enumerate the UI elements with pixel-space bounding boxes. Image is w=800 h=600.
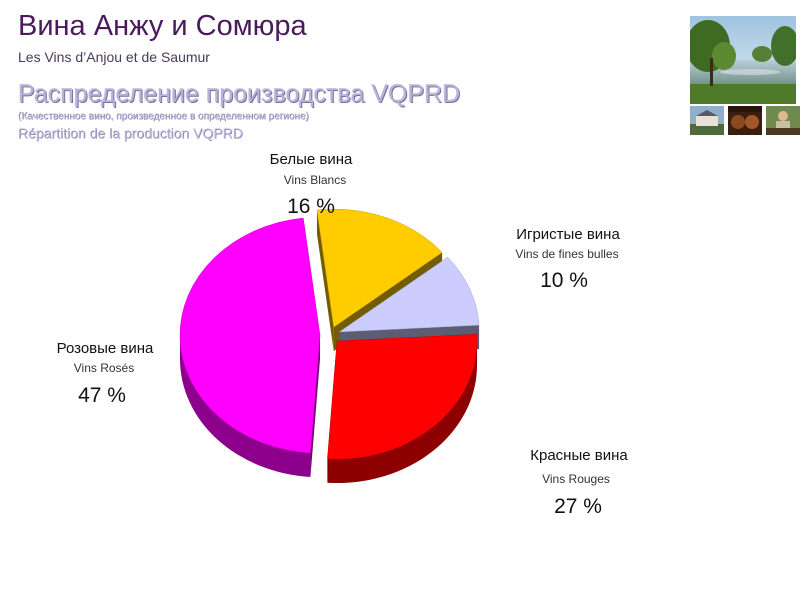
label-red-ru: Красные вина: [530, 447, 628, 464]
label-sparkling-ru: Игристые вина: [516, 226, 620, 243]
slice-rose: [179, 217, 321, 454]
slice-side-rose: [180, 335, 311, 477]
label-red-fr: Vins Rouges: [542, 472, 610, 486]
page-title: Вина Анжу и Сомюра: [18, 10, 307, 42]
slice-side-red: [327, 341, 478, 484]
slice-wall-white-0: [316, 209, 334, 352]
winemaker-photo: [766, 106, 800, 135]
slice-wall-rose-0: [310, 335, 321, 477]
slice-red: [327, 334, 478, 460]
section-note-fr: Répartition de la production VQPRD: [18, 125, 243, 141]
label-white-ru: Белые вина: [270, 151, 353, 168]
label-white-pct: 16 %: [287, 195, 335, 218]
label-rose-ru: Розовые вина: [57, 340, 154, 357]
label-sparkling-pct: 10 %: [540, 269, 588, 292]
cellar-photo: [728, 106, 762, 135]
label-rose-fr: Vins Rosés: [74, 361, 134, 375]
landscape-photo: [690, 16, 796, 104]
page-subtitle: Les Vins d’Anjou et de Saumur: [18, 49, 210, 65]
slice-white: [316, 208, 443, 328]
label-red-pct: 27 %: [554, 495, 602, 518]
slice-sparkling: [338, 256, 480, 333]
label-sparkling-fr: Vins de fines bulles: [515, 247, 618, 261]
section-note-ru: (Качественное вино, произведенное в опре…: [18, 111, 309, 122]
section-title: Распределение производства VQPRD: [18, 80, 461, 108]
label-white-fr: Vins Blancs: [284, 173, 346, 187]
label-rose-pct: 47 %: [78, 384, 126, 407]
chateau-photo: [690, 106, 724, 135]
